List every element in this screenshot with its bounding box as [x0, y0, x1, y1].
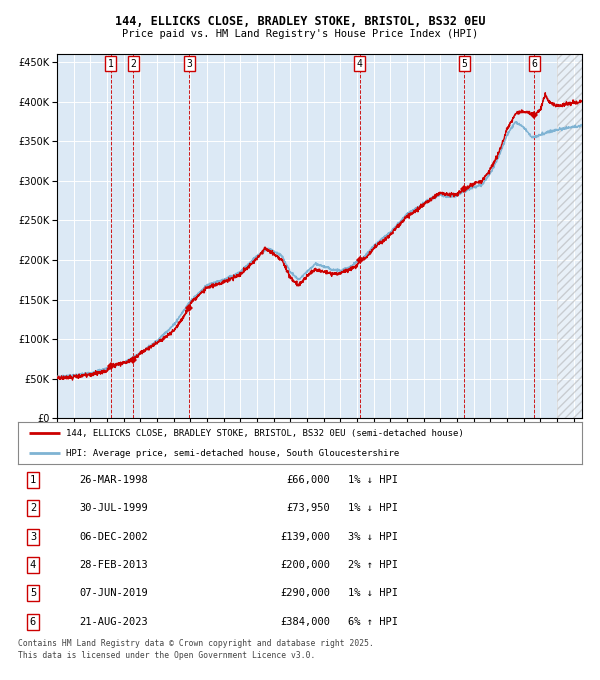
Text: Price paid vs. HM Land Registry's House Price Index (HPI): Price paid vs. HM Land Registry's House …	[122, 29, 478, 39]
Bar	[557, 54, 582, 418]
Text: 1% ↓ HPI: 1% ↓ HPI	[348, 475, 398, 485]
Text: £384,000: £384,000	[280, 617, 330, 627]
Text: 5: 5	[30, 588, 36, 598]
Text: 28-FEB-2013: 28-FEB-2013	[80, 560, 148, 570]
Text: 2: 2	[130, 59, 136, 69]
Text: 6% ↑ HPI: 6% ↑ HPI	[348, 617, 398, 627]
Text: 4: 4	[30, 560, 36, 570]
Text: 26-MAR-1998: 26-MAR-1998	[80, 475, 148, 485]
Bar	[557, 54, 582, 418]
Text: Contains HM Land Registry data © Crown copyright and database right 2025.: Contains HM Land Registry data © Crown c…	[18, 639, 374, 648]
Text: 07-JUN-2019: 07-JUN-2019	[80, 588, 148, 598]
Text: 1: 1	[30, 475, 36, 485]
Text: This data is licensed under the Open Government Licence v3.0.: This data is licensed under the Open Gov…	[18, 651, 316, 660]
Text: 1% ↓ HPI: 1% ↓ HPI	[348, 503, 398, 513]
Text: 144, ELLICKS CLOSE, BRADLEY STOKE, BRISTOL, BS32 0EU (semi-detached house): 144, ELLICKS CLOSE, BRADLEY STOKE, BRIST…	[66, 429, 464, 438]
Text: £200,000: £200,000	[280, 560, 330, 570]
Text: 30-JUL-1999: 30-JUL-1999	[80, 503, 148, 513]
Text: 2: 2	[30, 503, 36, 513]
Text: 3: 3	[30, 532, 36, 542]
Text: 21-AUG-2023: 21-AUG-2023	[80, 617, 148, 627]
Text: 144, ELLICKS CLOSE, BRADLEY STOKE, BRISTOL, BS32 0EU: 144, ELLICKS CLOSE, BRADLEY STOKE, BRIST…	[115, 15, 485, 28]
Text: 06-DEC-2002: 06-DEC-2002	[80, 532, 148, 542]
Text: 1% ↓ HPI: 1% ↓ HPI	[348, 588, 398, 598]
Text: 3% ↓ HPI: 3% ↓ HPI	[348, 532, 398, 542]
Text: 4: 4	[357, 59, 362, 69]
Text: £66,000: £66,000	[286, 475, 330, 485]
Text: £73,950: £73,950	[286, 503, 330, 513]
Text: HPI: Average price, semi-detached house, South Gloucestershire: HPI: Average price, semi-detached house,…	[66, 449, 399, 458]
Text: 6: 6	[30, 617, 36, 627]
Text: £139,000: £139,000	[280, 532, 330, 542]
Text: 2% ↑ HPI: 2% ↑ HPI	[348, 560, 398, 570]
Text: 6: 6	[532, 59, 537, 69]
Text: 3: 3	[186, 59, 192, 69]
Text: 5: 5	[461, 59, 467, 69]
Text: £290,000: £290,000	[280, 588, 330, 598]
Text: 1: 1	[108, 59, 114, 69]
